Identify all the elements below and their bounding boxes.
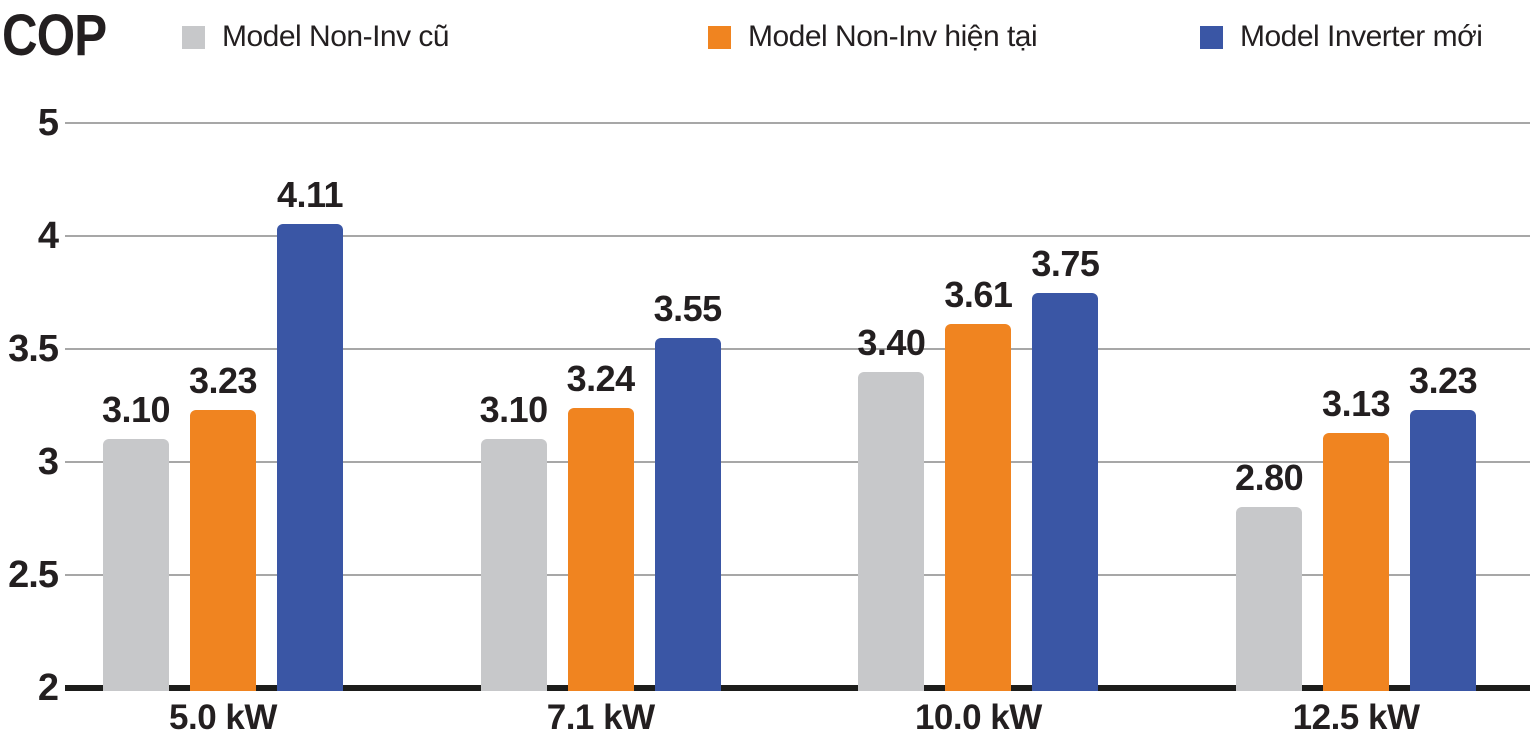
gridline	[65, 574, 1530, 576]
bar	[1032, 292, 1099, 691]
y-tick-label: 5	[37, 102, 59, 144]
legend-item: Model Inverter mới	[1200, 20, 1483, 53]
legend-item: Model Non-Inv hiện tại	[708, 20, 1038, 53]
legend: Model Non-Inv cũ Model Non-Inv hiện tại Mo…	[0, 0, 1530, 70]
bar	[1410, 410, 1477, 691]
bar-value-label: 3.24	[566, 357, 636, 399]
bar	[277, 223, 343, 691]
legend-label: Model Non-Inv cũ	[222, 20, 450, 53]
legend-item: Model Non-Inv cũ	[182, 20, 450, 53]
bar	[190, 410, 256, 691]
bar	[858, 371, 925, 691]
legend-label: Model Non-Inv hiện tại	[748, 20, 1038, 53]
gridline	[65, 235, 1530, 237]
bar-value-label: 3.10	[479, 389, 549, 431]
gridline	[65, 348, 1530, 350]
bar-value-label: 3.13	[1322, 382, 1391, 424]
bar-value-label: 3.40	[857, 321, 926, 363]
x-axis-baseline	[65, 685, 1530, 691]
x-category-label: 7.1 kW	[546, 698, 655, 737]
bar-value-label: 3.61	[944, 274, 1013, 316]
bar	[1323, 432, 1390, 691]
y-tick-label: 3	[37, 441, 59, 483]
y-tick-label: 2	[37, 667, 59, 709]
bar-value-label: 4.11	[276, 173, 344, 215]
y-tick-label: 4	[37, 215, 59, 257]
legend-swatch	[182, 25, 205, 49]
x-category-label: 12.5 kW	[1292, 698, 1420, 737]
bar	[567, 407, 634, 691]
bar	[480, 439, 547, 691]
bar	[1236, 507, 1303, 691]
y-tick-label: 3.5	[8, 328, 59, 370]
y-tick-label: 2.5	[8, 554, 59, 596]
gridline	[65, 122, 1530, 124]
bar-value-label: 3.10	[101, 389, 171, 431]
bar	[103, 439, 169, 691]
bar	[945, 324, 1012, 691]
bar-value-label: 3.23	[1409, 360, 1478, 402]
bar-value-label: 2.80	[1235, 457, 1304, 499]
legend-swatch	[1200, 25, 1223, 49]
bar-value-label: 3.55	[653, 287, 723, 329]
legend-swatch	[708, 25, 731, 49]
chart-title: COP	[2, 3, 107, 68]
bar-value-label: 3.23	[188, 360, 258, 402]
bar-value-label: 3.75	[1031, 242, 1100, 284]
legend-label: Model Inverter mới	[1240, 20, 1483, 53]
x-category-label: 5.0 kW	[169, 698, 277, 737]
x-category-label: 10.0 kW	[914, 698, 1042, 737]
gridline	[65, 461, 1530, 463]
bar	[654, 337, 721, 691]
